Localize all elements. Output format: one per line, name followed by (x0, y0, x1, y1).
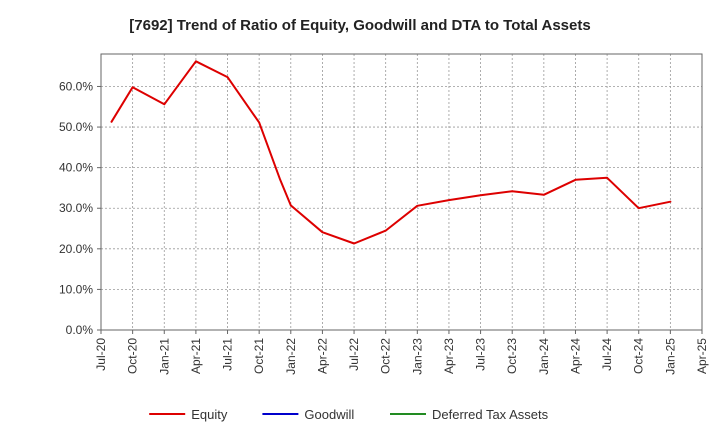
x-tick-label: Jul-24 (600, 338, 614, 371)
legend-item-deferred-tax-assets: Deferred Tax Assets (390, 407, 549, 422)
y-tick-label: 60.0% (59, 79, 93, 93)
x-tick-label: Jul-20 (94, 338, 108, 371)
y-tick-label: 30.0% (59, 201, 93, 215)
y-tick-label: 20.0% (59, 242, 93, 256)
legend-label: Equity (191, 407, 228, 422)
x-tick-label: Apr-22 (315, 338, 329, 374)
legend-item-equity: Equity (149, 407, 228, 422)
plot-area (100, 53, 703, 331)
x-tick-label: Jul-21 (221, 338, 235, 371)
y-axis: 0.0% 10.0% 20.0% 30.0% 40.0% 50.0% 60.0% (59, 79, 101, 337)
x-tick-label: Jan-25 (663, 338, 677, 375)
x-tick-label: Jan-24 (537, 338, 551, 375)
legend-label: Goodwill (304, 407, 354, 422)
x-tick-label: Apr-25 (695, 338, 709, 374)
x-tick-label: Oct-23 (505, 338, 519, 374)
x-tick-label: Apr-21 (189, 338, 203, 374)
x-tick-label: Jan-23 (410, 338, 424, 375)
x-tick-label: Jan-21 (157, 338, 171, 375)
x-tick-label: Apr-23 (442, 338, 456, 374)
chart-title: [7692] Trend of Ratio of Equity, Goodwil… (129, 17, 590, 34)
y-tick-label: 40.0% (59, 161, 93, 175)
y-tick-label: 50.0% (59, 120, 93, 134)
legend-label: Deferred Tax Assets (432, 407, 549, 422)
series-layer (110, 60, 672, 245)
y-tick-label: 0.0% (66, 323, 94, 337)
legend: Equity Goodwill Deferred Tax Assets (149, 407, 549, 422)
x-tick-label: Jul-23 (474, 338, 488, 371)
x-tick-label: Jul-22 (347, 338, 361, 371)
legend-item-goodwill: Goodwill (262, 407, 354, 422)
x-tick-label: Oct-21 (252, 338, 266, 374)
series-line-equity (110, 60, 672, 245)
x-tick-label: Oct-24 (632, 338, 646, 374)
y-tick-label: 10.0% (59, 282, 93, 296)
x-tick-label: Apr-24 (568, 338, 582, 374)
x-tick-label: Oct-22 (379, 338, 393, 374)
grid (101, 54, 702, 330)
x-tick-label: Oct-20 (126, 338, 140, 374)
x-tick-label: Jan-22 (284, 338, 298, 375)
x-axis: Jul-20 Oct-20 Jan-21 Apr-21 Jul-21 Oct-21 Jan-… (94, 330, 709, 375)
